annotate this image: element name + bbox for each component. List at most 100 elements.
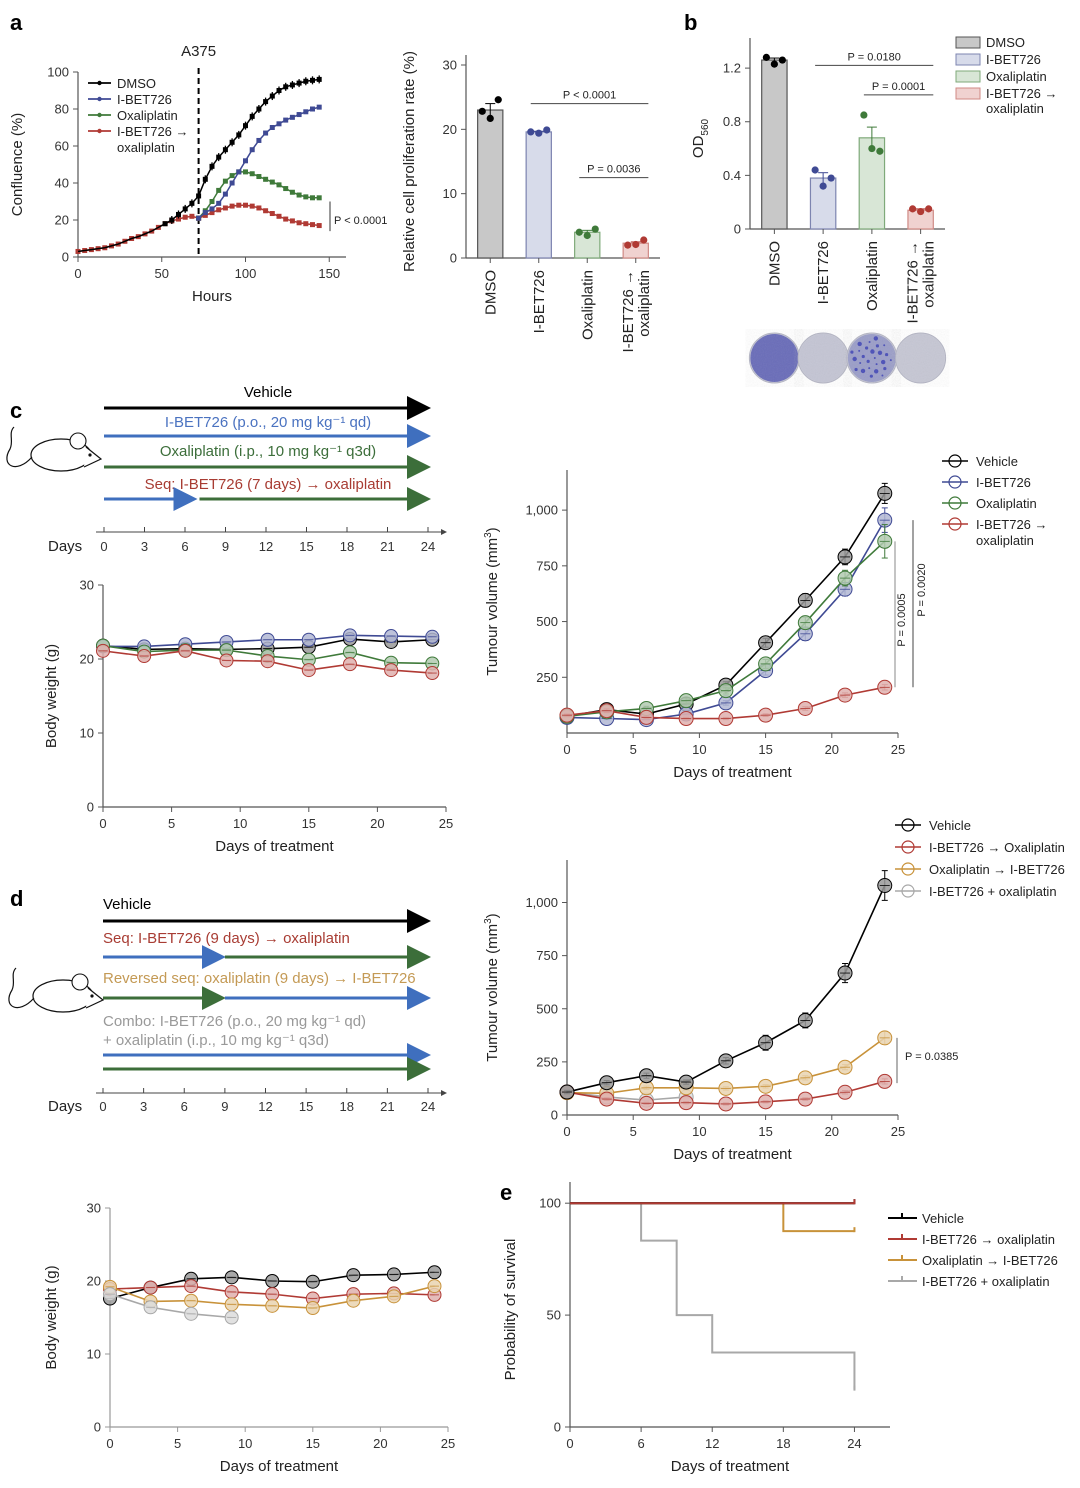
data-point [176,216,181,222]
y-axis-title: Tumour volume (mm3) [483,913,501,1061]
y-tick-label: 250 [536,1054,558,1069]
y-tick-label: 0 [62,250,69,265]
y-tick-label: 500 [536,1001,558,1016]
replicate-point [827,174,835,182]
well-texture [897,334,945,382]
x-tick-label: 25 [441,1436,455,1451]
colony-dot [852,356,857,362]
legend-swatch [955,36,981,49]
colony-dot [883,344,886,347]
schedule-label: Reversed seq: oxaliplatin (9 days) → I-B… [103,970,416,987]
x-category-label: DMSO [482,270,499,315]
x-tick-label: 0 [566,1436,573,1451]
y-axis-title: Body weight (g) [43,1265,60,1369]
data-point [202,210,208,216]
data-point [269,125,275,130]
legend-label: Oxaliplatin → I-BET726 [922,1253,1058,1268]
y-tick-label: 750 [536,558,558,573]
data-point [209,210,215,216]
data-point [303,221,309,227]
days-tick-label: 3 [140,1099,147,1114]
legend-label: I-BET726 + oxaliplatin [922,1274,1050,1289]
bar-dmso [477,109,504,259]
mouse-ear-icon [71,973,89,991]
schedule-c: Vehicle I-BET726 (p.o., 20 mg kg⁻¹ qd) Oxa… [6,384,447,555]
replicate-point [925,205,933,213]
schedule-label: Oxaliplatin (i.p., 10 mg kg⁻¹ q3d) [160,443,376,460]
colony-dot [868,340,871,343]
data-point [303,194,309,200]
y-tick-label: 30 [80,578,94,593]
p-value-label: P = 0.0005 [896,593,908,646]
data-point [296,192,302,198]
y-tick-label: 100 [539,1196,561,1211]
x-tick-label: 0 [563,1124,570,1139]
colony-dot [850,350,854,354]
y-tick-label: 10 [87,1347,101,1362]
data-point [196,215,202,221]
x-tick-label: 10 [692,742,706,757]
legend-label: oxaliplatin [976,533,1034,548]
colony-dot [875,344,880,348]
replicate-point [543,126,551,134]
data-point [289,218,295,224]
mouse-eye-icon [88,453,92,457]
days-tick-label: 9 [222,539,229,554]
x-category-label: DMSO [766,241,783,286]
colony-dot [873,369,879,374]
replicate-point [909,205,917,213]
y-axis-title: Tumour volume (mm3) [483,527,501,675]
schedule-label: Vehicle [103,896,151,913]
x-tick-label: 15 [302,816,316,831]
schedule-label: Combo: I-BET726 (p.o., 20 mg kg⁻¹ qd) [103,1013,366,1030]
data-point [263,208,269,214]
y-tick-label: 20 [87,1274,101,1289]
data-point [296,112,302,118]
x-tick-label: 50 [155,266,169,281]
data-point [229,180,235,186]
x-tick-label: 150 [318,266,340,281]
y-tick-label: 30 [443,58,457,73]
data-point [243,202,248,208]
legend-label: I-BET726 [976,475,1031,490]
y-tick-label: 0 [450,251,457,266]
legend-label: Vehicle [929,818,971,833]
days-axis-label: Days [48,538,82,555]
well-texture [799,334,847,382]
legend-label: oxaliplatin [986,101,1044,116]
replicate-point [486,114,494,122]
p-value-label: P = 0.0180 [848,51,901,63]
superscript: 3 [483,918,494,924]
x-axis-title: Days of treatment [673,764,792,781]
x-tick-label: 0 [74,266,81,281]
legend-label: Vehicle [976,454,1018,469]
replicate-point [632,240,640,249]
replicate-point [811,166,819,174]
y-tick-label: 0 [554,1420,561,1435]
days-tick-label: 24 [421,539,435,554]
days-tick-label: 24 [421,1099,435,1114]
replicate-point [778,56,786,64]
x-tick-label: 100 [235,266,257,281]
y-tick-label: 0 [551,1108,558,1123]
days-tick-label: 21 [380,539,394,554]
data-point [229,173,235,179]
data-point [310,222,315,228]
legend-swatch [955,53,981,66]
replicate-point [494,96,502,104]
data-point [236,169,242,175]
colony-dot [883,366,887,371]
data-point [216,187,222,193]
schedule-label: Seq: I-BET726 (7 days) → oxaliplatin [145,476,392,493]
legend-marker [97,96,102,102]
y-tick-label: 30 [87,1201,101,1216]
colony-dot [870,349,875,354]
legend-label: I-BET726 → Oxaliplatin [929,840,1065,855]
legend-marker [901,818,915,832]
y-tick-label: 1,000 [525,503,558,518]
colony-dot [889,359,892,362]
data-point [222,178,228,184]
x-tick-label: 10 [238,1436,252,1451]
